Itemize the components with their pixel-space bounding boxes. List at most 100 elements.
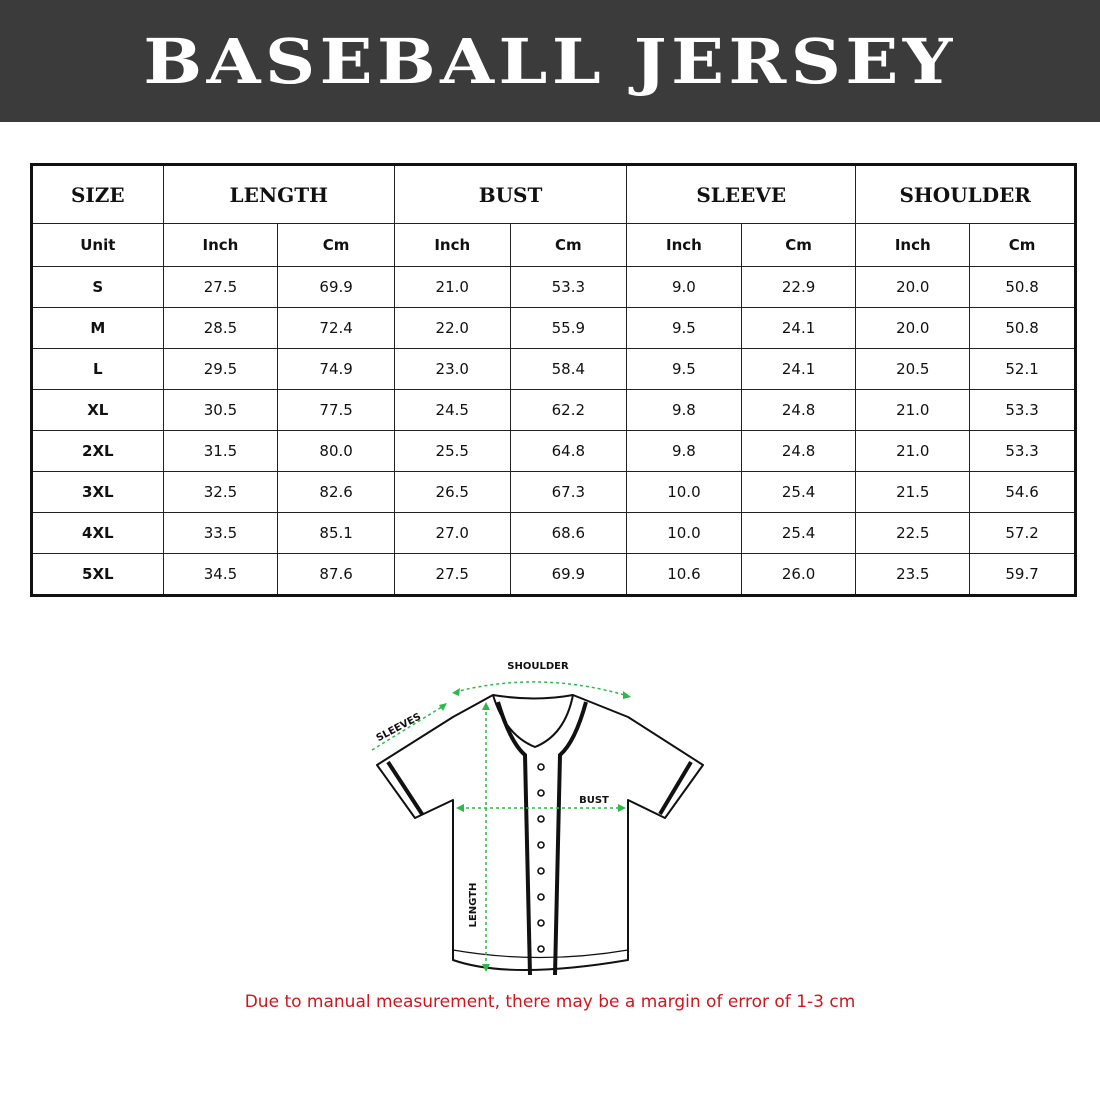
value-cell: 21.5 bbox=[855, 471, 971, 513]
header-sleeve: SLEEVE bbox=[626, 164, 857, 224]
unit-cell: Cm bbox=[509, 223, 628, 267]
value-cell: 67.3 bbox=[509, 471, 628, 513]
value-cell: 74.9 bbox=[277, 348, 395, 390]
unit-cell: Inch bbox=[626, 223, 742, 267]
value-cell: 21.0 bbox=[855, 430, 971, 472]
unit-cell: Inch bbox=[393, 223, 511, 267]
size-chart-table: SIZE LENGTH BUST SLEEVE SHOULDER Unit In… bbox=[30, 163, 1077, 597]
value-cell: 9.8 bbox=[626, 430, 742, 472]
unit-cell: Inch bbox=[855, 223, 971, 267]
header-bust: BUST bbox=[393, 164, 628, 224]
value-cell: 53.3 bbox=[969, 389, 1076, 431]
value-cell: 25.5 bbox=[393, 430, 511, 472]
value-cell: 27.0 bbox=[393, 512, 511, 554]
jersey-outline bbox=[376, 694, 704, 971]
value-cell: 10.6 bbox=[626, 553, 742, 596]
value-cell: 72.4 bbox=[277, 307, 395, 349]
table-row: 4XL 33.5 85.1 27.0 68.6 10.0 25.4 22.5 57.2 bbox=[31, 512, 1076, 554]
unit-row: Unit Inch Cm Inch Cm Inch Cm Inch Cm bbox=[31, 223, 1076, 267]
label-shoulder: SHOULDER bbox=[507, 661, 569, 672]
value-cell: 62.2 bbox=[509, 389, 628, 431]
value-cell: 55.9 bbox=[509, 307, 628, 349]
size-cell: L bbox=[31, 348, 164, 390]
value-cell: 21.0 bbox=[393, 266, 511, 308]
value-cell: 27.5 bbox=[162, 266, 279, 308]
size-cell: 2XL bbox=[31, 430, 164, 472]
value-cell: 87.6 bbox=[277, 553, 395, 596]
unit-cell: Inch bbox=[162, 223, 279, 267]
header-shoulder: SHOULDER bbox=[855, 164, 1076, 224]
unit-cell: Cm bbox=[740, 223, 857, 267]
jersey-diagram: SHOULDER SLEEVES BUST LENGTH bbox=[371, 661, 704, 976]
table-row: 2XL 31.5 80.0 25.5 64.8 9.8 24.8 21.0 53.3 bbox=[31, 430, 1076, 472]
value-cell: 85.1 bbox=[277, 512, 395, 554]
value-cell: 10.0 bbox=[626, 512, 742, 554]
value-cell: 22.9 bbox=[740, 266, 857, 308]
value-cell: 20.0 bbox=[855, 307, 971, 349]
value-cell: 32.5 bbox=[162, 471, 279, 513]
size-cell: M bbox=[31, 307, 164, 349]
value-cell: 59.7 bbox=[969, 553, 1076, 596]
value-cell: 22.5 bbox=[855, 512, 971, 554]
value-cell: 30.5 bbox=[162, 389, 279, 431]
value-cell: 29.5 bbox=[162, 348, 279, 390]
table-row: 5XL 34.5 87.6 27.5 69.9 10.6 26.0 23.5 59.7 bbox=[31, 553, 1076, 596]
table-row: M 28.5 72.4 22.0 55.9 9.5 24.1 20.0 50.8 bbox=[31, 307, 1076, 349]
value-cell: 20.0 bbox=[855, 266, 971, 308]
value-cell: 34.5 bbox=[162, 553, 279, 596]
value-cell: 53.3 bbox=[969, 430, 1076, 472]
value-cell: 57.2 bbox=[969, 512, 1076, 554]
value-cell: 53.3 bbox=[509, 266, 628, 308]
size-cell: 5XL bbox=[31, 553, 164, 596]
value-cell: 24.1 bbox=[740, 348, 857, 390]
value-cell: 64.8 bbox=[509, 430, 628, 472]
value-cell: 80.0 bbox=[277, 430, 395, 472]
value-cell: 58.4 bbox=[509, 348, 628, 390]
value-cell: 9.0 bbox=[626, 266, 742, 308]
value-cell: 9.5 bbox=[626, 348, 742, 390]
value-cell: 50.8 bbox=[969, 307, 1076, 349]
unit-cell: Cm bbox=[969, 223, 1076, 267]
table-row: L 29.5 74.9 23.0 58.4 9.5 24.1 20.5 52.1 bbox=[31, 348, 1076, 390]
value-cell: 69.9 bbox=[509, 553, 628, 596]
value-cell: 23.5 bbox=[855, 553, 971, 596]
arrow-heads bbox=[439, 688, 631, 972]
button-icons bbox=[537, 763, 545, 953]
value-cell: 77.5 bbox=[277, 389, 395, 431]
value-cell: 50.8 bbox=[969, 266, 1076, 308]
value-cell: 9.5 bbox=[626, 307, 742, 349]
label-sleeves: SLEEVES bbox=[375, 711, 423, 744]
header-size: SIZE bbox=[31, 164, 164, 224]
title-banner: BASEBALL JERSEY bbox=[0, 0, 1100, 122]
value-cell: 52.1 bbox=[969, 348, 1076, 390]
value-cell: 21.0 bbox=[855, 389, 971, 431]
value-cell: 23.0 bbox=[393, 348, 511, 390]
value-cell: 9.8 bbox=[626, 389, 742, 431]
value-cell: 24.8 bbox=[740, 430, 857, 472]
unit-cell: Cm bbox=[277, 223, 395, 267]
table-row: 3XL 32.5 82.6 26.5 67.3 10.0 25.4 21.5 54.6 bbox=[31, 471, 1076, 513]
value-cell: 25.4 bbox=[740, 512, 857, 554]
unit-label: Unit bbox=[31, 223, 164, 267]
value-cell: 68.6 bbox=[509, 512, 628, 554]
table-row: S 27.5 69.9 21.0 53.3 9.0 22.9 20.0 50.8 bbox=[31, 266, 1076, 308]
value-cell: 33.5 bbox=[162, 512, 279, 554]
value-cell: 24.8 bbox=[740, 389, 857, 431]
size-cell: XL bbox=[31, 389, 164, 431]
size-cell: 3XL bbox=[31, 471, 164, 513]
value-cell: 20.5 bbox=[855, 348, 971, 390]
jersey-piping bbox=[386, 701, 693, 976]
value-cell: 24.1 bbox=[740, 307, 857, 349]
header-length: LENGTH bbox=[162, 164, 395, 224]
page-title: BASEBALL JERSEY bbox=[143, 24, 957, 98]
value-cell: 25.4 bbox=[740, 471, 857, 513]
value-cell: 22.0 bbox=[393, 307, 511, 349]
table-row: XL 30.5 77.5 24.5 62.2 9.8 24.8 21.0 53.3 bbox=[31, 389, 1076, 431]
value-cell: 54.6 bbox=[969, 471, 1076, 513]
measurement-arrows bbox=[371, 681, 629, 968]
label-bust: BUST bbox=[579, 795, 609, 806]
size-cell: 4XL bbox=[31, 512, 164, 554]
value-cell: 28.5 bbox=[162, 307, 279, 349]
value-cell: 26.0 bbox=[740, 553, 857, 596]
value-cell: 10.0 bbox=[626, 471, 742, 513]
